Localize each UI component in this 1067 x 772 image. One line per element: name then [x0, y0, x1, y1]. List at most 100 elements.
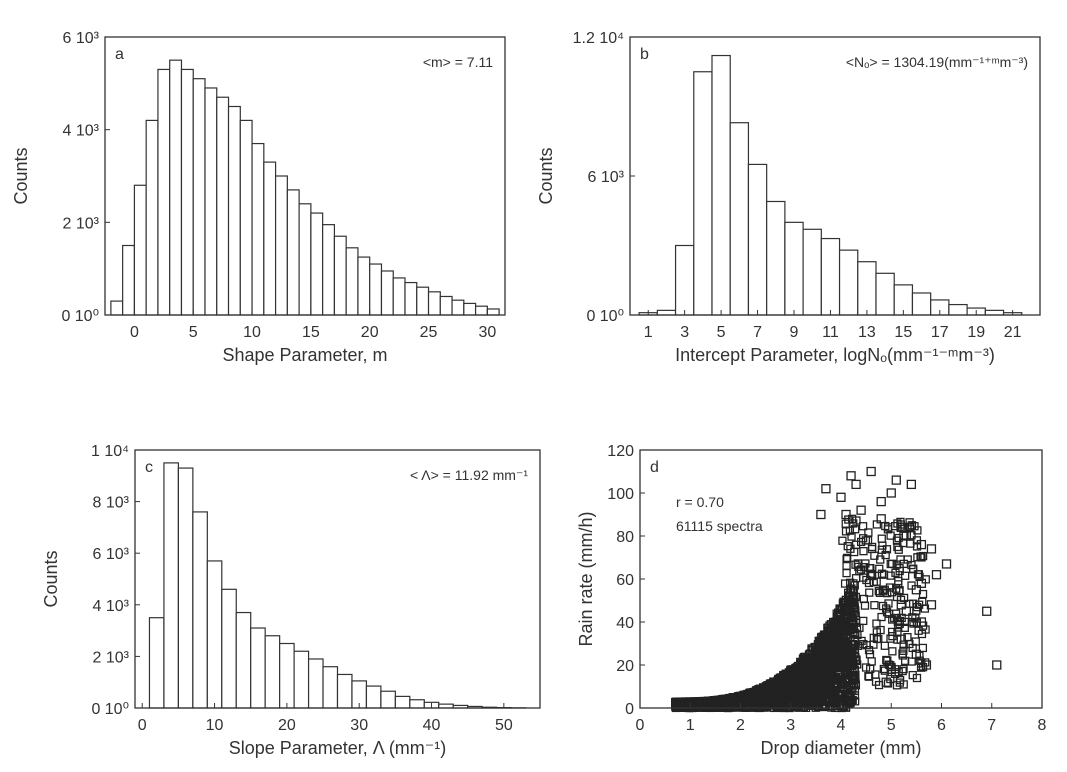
scatter-point	[916, 552, 925, 561]
y-tick-label: 0 10⁰	[91, 701, 129, 718]
scatter-point	[875, 564, 884, 573]
scatter-point	[918, 643, 928, 653]
x-tick-label: 5	[887, 717, 896, 734]
scatter-point	[883, 679, 893, 688]
scatter-point	[877, 569, 887, 578]
x-tick-label: 5	[717, 324, 726, 341]
scatter-point	[864, 528, 873, 537]
scatter-point	[845, 600, 854, 609]
scatter-point	[876, 514, 886, 524]
scatter-point	[891, 475, 901, 485]
bar	[286, 189, 300, 316]
scatter-point	[859, 639, 868, 649]
scatter-point	[926, 600, 937, 610]
scatter-point	[886, 634, 895, 643]
scatter-point	[851, 525, 860, 534]
bar	[345, 247, 359, 316]
scatter-point	[905, 523, 915, 532]
scatter-point	[815, 662, 824, 671]
scatter-point	[867, 544, 877, 554]
scatter-point	[886, 559, 895, 569]
scatter-point	[982, 606, 992, 616]
scatter-point	[866, 664, 875, 674]
scatter-point	[888, 631, 897, 641]
scatter-point	[853, 660, 862, 669]
scatter-point	[901, 571, 910, 580]
scatter-point	[896, 600, 906, 610]
scatter-point	[807, 676, 817, 686]
bar	[674, 244, 695, 316]
bar	[451, 299, 465, 316]
scatter-point	[895, 564, 904, 573]
bar	[235, 611, 252, 709]
bar	[221, 588, 237, 709]
scatter-point	[687, 697, 696, 707]
x-tick-label: 13	[858, 324, 876, 341]
scatter-point	[901, 606, 911, 616]
scatter-point	[714, 696, 723, 706]
y-tick-label: 6 10³	[63, 30, 100, 47]
scatter-point	[895, 586, 904, 595]
bar	[204, 87, 218, 316]
x-tick-label: 6	[937, 717, 946, 734]
scatter-point	[878, 601, 888, 611]
scatter-point	[837, 614, 846, 623]
panel-a: 0 5 10 15 20 25 30 0 10⁰ 2 10³ 4 10³ 6 10³ Shape Pa…	[11, 30, 506, 365]
scatter-point	[798, 684, 807, 694]
x-tick-label: 15	[302, 324, 320, 341]
y-tick-label: 6 10³	[93, 546, 130, 563]
bar	[409, 699, 425, 709]
y-tick-label: 4 10³	[63, 123, 100, 140]
scatter-point	[749, 694, 758, 703]
scatter-point	[916, 578, 927, 588]
bar	[474, 305, 488, 316]
scatter-point	[788, 691, 797, 700]
scatter-point	[812, 694, 821, 703]
scatter-point	[862, 575, 871, 585]
scatter-point	[912, 673, 922, 683]
scatter-point	[792, 693, 802, 702]
bar	[838, 249, 859, 316]
y-tick-label: 1.2 10⁴	[573, 30, 624, 47]
bar	[747, 163, 768, 316]
bar	[463, 302, 477, 316]
axes-frame	[104, 36, 506, 316]
scatter-point	[769, 680, 778, 689]
bar	[392, 277, 406, 316]
scatter-point	[915, 572, 924, 582]
scatter-point	[847, 615, 857, 624]
scatter-point	[842, 568, 851, 578]
bar	[984, 309, 1005, 316]
scatter-point	[865, 650, 875, 659]
scatter-point	[789, 676, 799, 686]
scatter-point	[899, 559, 909, 569]
x-tick-label: 0	[130, 324, 139, 341]
scatter-point	[805, 661, 814, 671]
x-tick-label: 20	[278, 717, 296, 734]
annotation: < Λ> = 11.92 mm⁻¹	[410, 467, 528, 483]
scatter-point	[841, 527, 851, 536]
scatter-point	[882, 545, 892, 554]
scatter-point	[763, 692, 772, 701]
x-tick-label: 3	[680, 324, 689, 341]
scatter-point	[846, 544, 855, 553]
scatter-point	[835, 701, 845, 710]
scatter-point	[881, 677, 891, 687]
scatter-point	[907, 657, 916, 666]
bar	[404, 281, 418, 316]
scatter-point	[910, 522, 919, 531]
scatter-point	[741, 695, 751, 704]
y-tick-label: 0 10⁰	[61, 308, 99, 325]
annotation: r = 0.70	[676, 494, 724, 510]
scatter-point	[914, 570, 924, 579]
y-tick-label: 20	[616, 658, 634, 675]
bar	[310, 212, 324, 316]
x-axis-label: Shape Parameter, m	[222, 345, 387, 365]
bar	[145, 119, 159, 316]
y-tick-label: 0	[625, 701, 634, 718]
scatter-point	[880, 641, 889, 650]
scatter-point	[883, 656, 892, 665]
scatter-point	[907, 531, 916, 540]
scatter-point	[861, 663, 871, 672]
scatter-point	[911, 585, 922, 595]
